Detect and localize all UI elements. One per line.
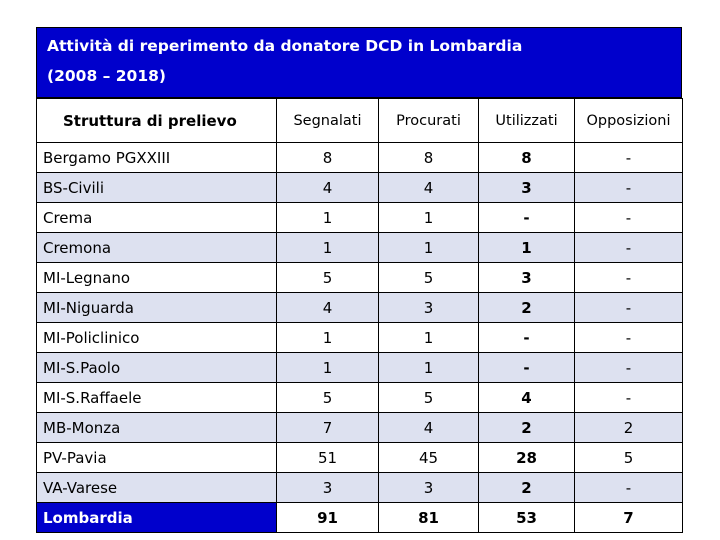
table-row: MI-S.Paolo 1 1- - (36, 352, 683, 383)
cell-opposizioni: - (574, 292, 683, 323)
cell-opposizioni: 2 (574, 412, 683, 443)
cell-procurati: 3 (378, 472, 479, 503)
cell-segnalati: 4 (276, 172, 379, 203)
cell-struttura: MI-Policlinico (36, 322, 277, 353)
table-title: Attività di reperimento da donatore DCD … (36, 27, 682, 98)
cell-struttura: BS-Civili (36, 172, 277, 203)
title-line-2: (2008 – 2018) (47, 67, 166, 85)
cell-struttura: Bergamo PGXXIII (36, 142, 277, 173)
cell-struttura: MI-Legnano (36, 262, 277, 293)
cell-procurati: 1 (378, 322, 479, 353)
cell-struttura: MI-S.Paolo (36, 352, 277, 383)
cell-struttura: Cremona (36, 232, 277, 263)
cell-opposizioni: - (574, 142, 683, 173)
table-row: MI-Legnano 5 5 3- (36, 262, 683, 293)
header-utilizzati: Utilizzati (478, 98, 575, 143)
table-row: Bergamo PGXXIII 8 8 8- (36, 142, 683, 173)
cell-struttura: MI-Niguarda (36, 292, 277, 323)
cell-utilizzati: - (478, 352, 575, 383)
cell-utilizzati: 2 (478, 412, 575, 443)
cell-struttura: Crema (36, 202, 277, 233)
cell-segnalati: 1 (276, 352, 379, 383)
cell-segnalati: 3 (276, 472, 379, 503)
dcd-table: Struttura di prelievo Segnalati Procurat… (36, 98, 683, 533)
header-row: Struttura di prelievo Segnalati Procurat… (36, 98, 683, 143)
header-struttura: Struttura di prelievo (36, 98, 277, 143)
cell-utilizzati: 4 (478, 382, 575, 413)
cell-opposizioni: - (574, 172, 683, 203)
cell-segnalati: 1 (276, 202, 379, 233)
table-row: VA-Varese 3 3 2- (36, 472, 683, 503)
cell-opposizioni: - (574, 262, 683, 293)
table-row: MI-Niguarda 4 3 2- (36, 292, 683, 323)
cell-utilizzati: - (478, 322, 575, 353)
total-procurati: 81 (378, 502, 479, 533)
cell-utilizzati: 3 (478, 172, 575, 203)
cell-struttura: MB-Monza (36, 412, 277, 443)
cell-utilizzati: 2 (478, 472, 575, 503)
cell-segnalati: 5 (276, 262, 379, 293)
cell-procurati: 4 (378, 412, 479, 443)
cell-procurati: 5 (378, 262, 479, 293)
cell-procurati: 1 (378, 232, 479, 263)
cell-segnalati: 4 (276, 292, 379, 323)
cell-utilizzati: 28 (478, 442, 575, 473)
table-row: MB-Monza 7 4 2 2 (36, 412, 683, 443)
cell-segnalati: 8 (276, 142, 379, 173)
table-row: PV-Pavia 51 45 28 5 (36, 442, 683, 473)
total-utilizzati: 53 (478, 502, 575, 533)
cell-segnalati: 7 (276, 412, 379, 443)
cell-procurati: 1 (378, 352, 479, 383)
cell-segnalati: 51 (276, 442, 379, 473)
table-row: BS-Civili 4 4 3- (36, 172, 683, 203)
total-opposizioni: 7 (574, 502, 683, 533)
table-row: Cremona 1 1 1- (36, 232, 683, 263)
cell-opposizioni: - (574, 322, 683, 353)
cell-opposizioni: - (574, 202, 683, 233)
table-row: MI-S.Raffaele 5 5 4- (36, 382, 683, 413)
cell-utilizzati: 2 (478, 292, 575, 323)
cell-utilizzati: 3 (478, 262, 575, 293)
cell-struttura: VA-Varese (36, 472, 277, 503)
cell-procurati: 45 (378, 442, 479, 473)
total-segnalati: 91 (276, 502, 379, 533)
cell-utilizzati: 8 (478, 142, 575, 173)
title-line-1: Attività di reperimento da donatore DCD … (47, 37, 523, 55)
cell-opposizioni: - (574, 472, 683, 503)
cell-segnalati: 1 (276, 322, 379, 353)
cell-procurati: 4 (378, 172, 479, 203)
header-procurati: Procurati (378, 98, 479, 143)
cell-procurati: 8 (378, 142, 479, 173)
header-opposizioni: Opposizioni (574, 98, 683, 143)
cell-segnalati: 1 (276, 232, 379, 263)
cell-utilizzati: 1 (478, 232, 575, 263)
total-row: Lombardia 91 81 53 7 (36, 502, 683, 533)
cell-struttura: PV-Pavia (36, 442, 277, 473)
cell-procurati: 3 (378, 292, 479, 323)
cell-opposizioni: - (574, 232, 683, 263)
cell-struttura: MI-S.Raffaele (36, 382, 277, 413)
cell-procurati: 1 (378, 202, 479, 233)
cell-procurati: 5 (378, 382, 479, 413)
table-row: MI-Policlinico 1 1- - (36, 322, 683, 353)
cell-segnalati: 5 (276, 382, 379, 413)
cell-opposizioni: 5 (574, 442, 683, 473)
header-segnalati: Segnalati (276, 98, 379, 143)
cell-opposizioni: - (574, 352, 683, 383)
total-struttura: Lombardia (36, 502, 277, 533)
cell-utilizzati: - (478, 202, 575, 233)
table-row: Crema 1 1- - (36, 202, 683, 233)
cell-opposizioni: - (574, 382, 683, 413)
